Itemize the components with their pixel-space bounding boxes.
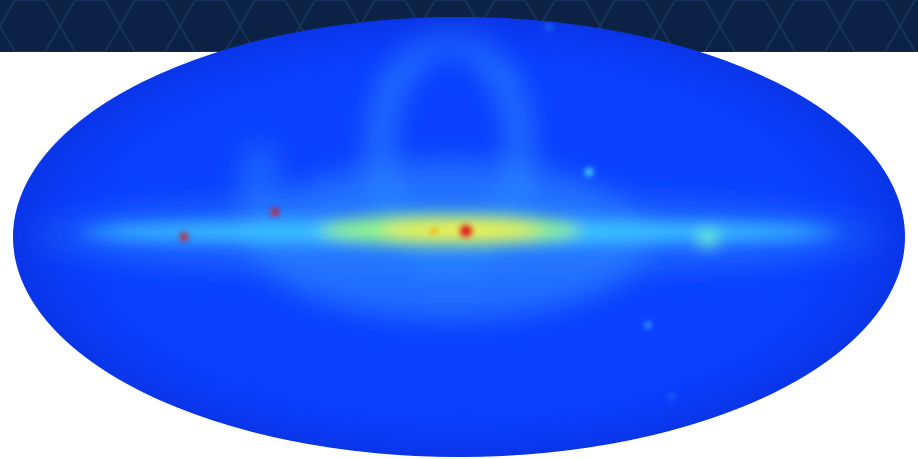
all-sky-map [0,0,918,459]
sky-map-screenshot [0,0,918,459]
page [0,0,918,459]
sky-edge-shading [13,17,905,457]
